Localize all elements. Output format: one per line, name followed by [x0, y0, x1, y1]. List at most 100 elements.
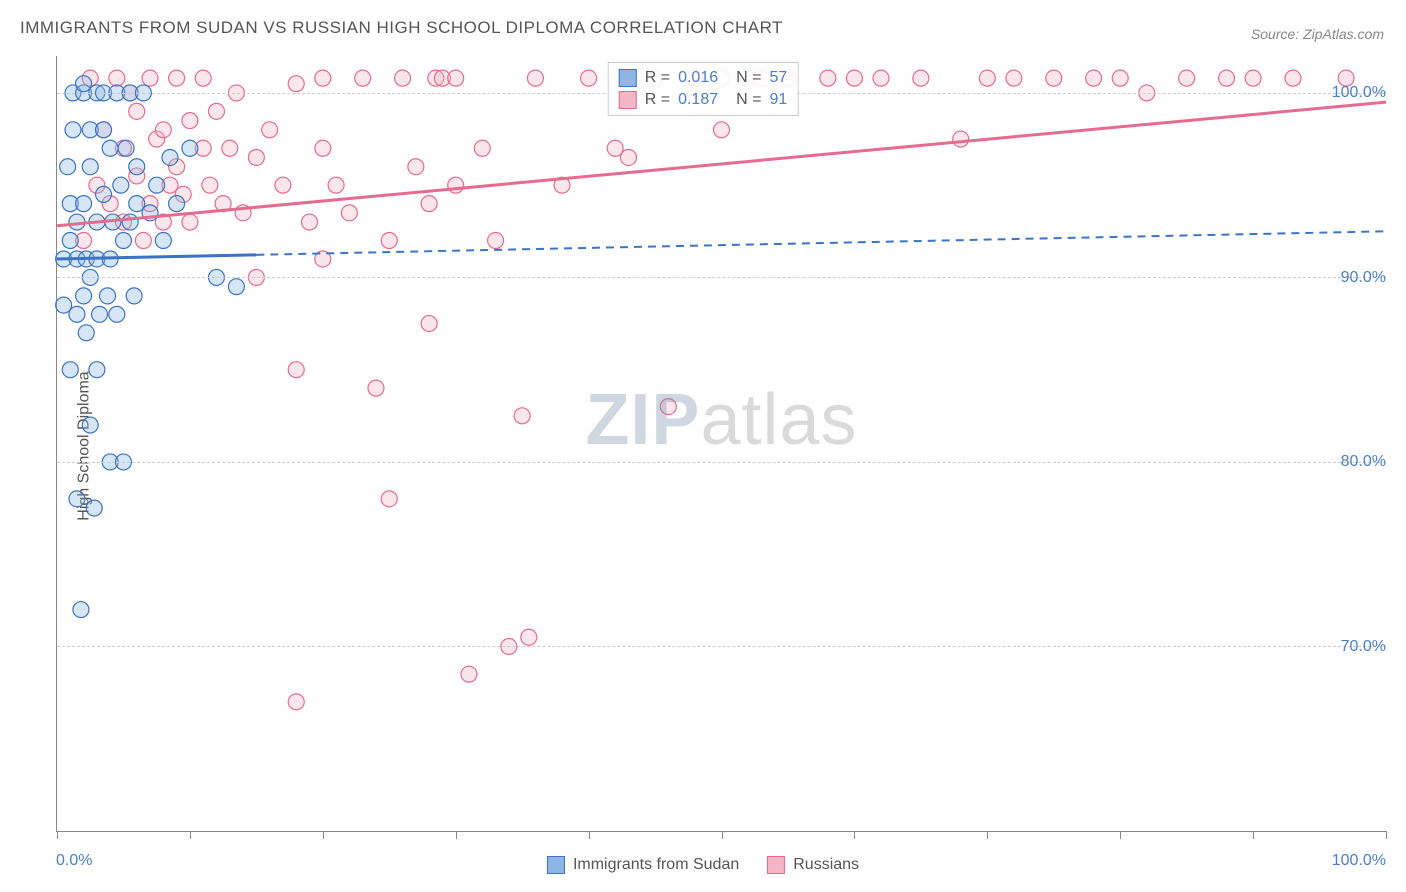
data-point — [873, 70, 889, 86]
data-point — [89, 362, 105, 378]
legend-swatch — [619, 69, 637, 87]
series-legend: Immigrants from Sudan Russians — [547, 856, 859, 874]
data-point — [202, 177, 218, 193]
data-point — [288, 362, 304, 378]
data-point — [1285, 70, 1301, 86]
data-point — [62, 233, 78, 249]
data-point — [102, 140, 118, 156]
data-point — [76, 288, 92, 304]
data-point — [86, 500, 102, 516]
data-point — [262, 122, 278, 138]
x-min-label: 0.0% — [56, 852, 92, 870]
data-point — [1086, 70, 1102, 86]
data-point — [527, 70, 543, 86]
legend-row: R =0.016N =57 — [619, 67, 788, 89]
data-point — [122, 214, 138, 230]
data-point — [129, 103, 145, 119]
data-point — [92, 306, 108, 322]
legend-swatch — [767, 856, 785, 874]
x-tick — [722, 831, 723, 839]
data-point — [408, 159, 424, 175]
data-point — [149, 177, 165, 193]
data-point — [96, 122, 112, 138]
series-legend-item: Immigrants from Sudan — [547, 856, 739, 874]
data-point — [521, 629, 537, 645]
data-point — [1046, 70, 1062, 86]
data-point — [76, 196, 92, 212]
data-point — [162, 149, 178, 165]
data-point — [660, 399, 676, 415]
data-point — [182, 113, 198, 129]
gridline — [57, 277, 1386, 278]
data-point — [195, 70, 211, 86]
legend-r-value: 0.016 — [678, 67, 718, 89]
data-point — [488, 233, 504, 249]
x-tick — [589, 831, 590, 839]
data-point — [355, 70, 371, 86]
x-tick — [456, 831, 457, 839]
x-tick — [190, 831, 191, 839]
y-tick-label: 80.0% — [1341, 453, 1386, 471]
data-point — [288, 76, 304, 92]
data-point — [421, 196, 437, 212]
y-tick-label: 100.0% — [1332, 84, 1386, 102]
data-point — [118, 140, 134, 156]
data-point — [100, 288, 116, 304]
data-point — [155, 233, 171, 249]
series-name: Russians — [793, 856, 859, 874]
y-tick-label: 70.0% — [1341, 638, 1386, 656]
y-tick-label: 90.0% — [1341, 269, 1386, 287]
data-point — [315, 140, 331, 156]
data-point — [315, 70, 331, 86]
data-point — [65, 122, 81, 138]
gridline — [57, 462, 1386, 463]
trend-dash — [256, 231, 1386, 255]
data-point — [395, 70, 411, 86]
data-point — [248, 149, 264, 165]
x-tick — [57, 831, 58, 839]
data-point — [913, 70, 929, 86]
data-point — [514, 408, 530, 424]
legend-r-label: R = — [645, 89, 670, 111]
data-point — [109, 306, 125, 322]
data-point — [381, 233, 397, 249]
data-point — [714, 122, 730, 138]
data-point — [82, 417, 98, 433]
data-point — [169, 196, 185, 212]
legend-n-value: 91 — [769, 89, 787, 111]
x-tick — [854, 831, 855, 839]
legend-n-value: 57 — [769, 67, 787, 89]
data-point — [115, 233, 131, 249]
data-point — [155, 122, 171, 138]
data-point — [78, 325, 94, 341]
data-point — [620, 149, 636, 165]
x-tick — [1386, 831, 1387, 839]
data-point — [73, 602, 89, 618]
data-point — [228, 279, 244, 295]
data-point — [182, 140, 198, 156]
x-tick — [1253, 831, 1254, 839]
data-point — [421, 316, 437, 332]
data-point — [1179, 70, 1195, 86]
data-point — [1245, 70, 1261, 86]
series-name: Immigrants from Sudan — [573, 856, 739, 874]
data-point — [368, 380, 384, 396]
data-point — [82, 159, 98, 175]
series-legend-item: Russians — [767, 856, 859, 874]
x-tick — [1120, 831, 1121, 839]
legend-r-value: 0.187 — [678, 89, 718, 111]
data-point — [448, 177, 464, 193]
plot-area: ZIPatlas — [56, 56, 1386, 832]
legend-n-label: N = — [736, 89, 761, 111]
data-point — [69, 491, 85, 507]
legend-r-label: R = — [645, 67, 670, 89]
source-label: Source: ZipAtlas.com — [1251, 26, 1384, 42]
chart-title: IMMIGRANTS FROM SUDAN VS RUSSIAN HIGH SC… — [20, 18, 783, 38]
data-point — [846, 70, 862, 86]
legend-swatch — [547, 856, 565, 874]
data-point — [341, 205, 357, 221]
stats-legend: R =0.016N =57R =0.187N =91 — [608, 62, 799, 116]
data-point — [461, 666, 477, 682]
data-point — [979, 70, 995, 86]
data-point — [96, 186, 112, 202]
